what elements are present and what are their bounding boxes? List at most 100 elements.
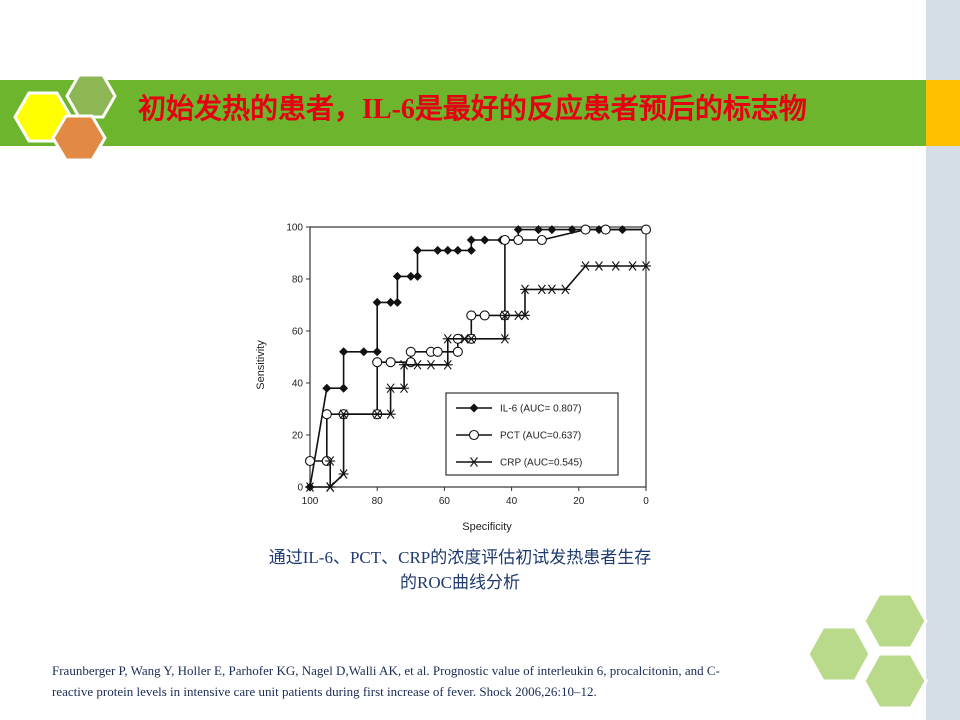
asterisk-stroke [514,310,523,321]
data-point-diamond [413,271,423,281]
data-point-circle [499,234,510,246]
data-point-asterisk [520,310,531,321]
data-point-circle [372,357,383,368]
asterisk-stroke [400,383,409,394]
data-point-asterisk [560,284,571,295]
legend-label: PCT (AUC=0.637) [500,431,581,442]
asterisk-stroke [521,284,529,295]
asterisk-stroke [400,359,409,370]
data-point-diamond [406,271,416,281]
data-point-diamond [466,235,476,245]
data-point-diamond [443,245,453,255]
y-axis-label: Sensitivity [255,340,267,390]
data-point-asterisk [499,310,510,321]
data-point-asterisk [385,409,396,420]
asterisk-stroke [386,383,395,394]
data-point-asterisk [580,261,591,271]
light-green-hexagon [806,625,872,683]
x-tick-label: 100 [302,496,319,507]
data-point-diamond [469,403,479,413]
data-point-diamond [466,245,476,255]
data-point-diamond [513,225,523,235]
data-point-circle [321,409,332,420]
asterisk-stroke [628,261,637,271]
data-point-diamond [322,383,332,393]
data-point-asterisk [399,359,410,370]
data-point-asterisk [338,409,349,420]
citation-line-2: reactive protein levels in intensive car… [52,684,597,699]
data-point-circle [536,234,547,246]
data-point-asterisk [338,469,349,479]
y-tick-label: 60 [292,327,304,338]
y-tick-label: 40 [292,379,304,390]
citation-line-1: Fraunberger P, Wang Y, Holler E, Parhofe… [52,663,720,678]
data-point-circle [452,346,463,357]
data-point-asterisk [610,261,621,271]
light-green-hexagon [862,652,928,710]
y-tick-label: 20 [292,431,304,442]
data-point-circle [580,224,591,235]
asterisk-stroke [561,284,570,295]
title-bar [0,80,926,146]
data-point-asterisk [305,482,315,492]
bottom-right-hexagon-cluster [806,592,928,710]
asterisk-stroke [460,333,469,344]
asterisk-stroke [373,409,382,420]
x-tick-label: 80 [372,496,384,507]
data-point-asterisk [442,359,453,370]
green-hexagon [65,73,117,119]
chart-legend: IL-6 (AUC= 0.807) PCT (AUC=0.637) CRP (AUC… [445,392,619,476]
data-point-circle [513,234,524,246]
data-point-asterisk [641,261,651,271]
asterisk-stroke [413,359,422,370]
title-hexagon-cluster [13,73,117,162]
data-point-asterisk [385,383,396,394]
data-point-circle [479,310,490,321]
data-point-diamond [339,347,349,357]
data-point-circle [600,224,611,235]
x-tick-label: 60 [439,496,451,507]
asterisk-stroke [326,456,335,466]
asterisk-stroke [427,359,435,370]
data-point-diamond [480,235,490,245]
asterisk-stroke [642,261,650,271]
asterisk-stroke [443,359,452,370]
page-title: 初始发热的患者，IL-6是最好的反应患者预后的标志物 [138,94,807,125]
data-point-diamond [386,297,396,307]
data-point-asterisk [372,409,383,420]
y-tick-label: 100 [286,223,303,234]
data-point-circle [405,346,416,357]
asterisk-stroke [339,409,348,420]
data-point-diamond [433,245,443,255]
data-point-asterisk [546,284,557,295]
data-point-asterisk [466,333,477,344]
data-point-asterisk [425,359,436,370]
data-point-circle [466,310,477,321]
data-point-asterisk [325,456,336,466]
legend-label: IL-6 (AUC= 0.807) [500,404,581,415]
data-point-asterisk [536,284,547,295]
figure-caption-line-2: 的ROC曲线分析 [400,573,520,592]
asterisk-stroke [467,333,476,344]
citation: Fraunberger P, Wang Y, Holler E, Parhofe… [52,660,892,702]
data-point-diamond [533,225,543,235]
x-tick-label: 40 [506,496,518,507]
asterisk-stroke [547,284,556,295]
data-point-asterisk [469,457,479,467]
series-line [309,228,646,488]
asterisk-stroke [339,469,348,479]
data-point-asterisk [627,261,638,271]
asterisk-stroke [500,310,509,321]
data-point-circle [640,224,652,235]
asterisk-stroke [500,333,509,344]
asterisk-stroke [537,284,546,295]
asterisk-stroke [386,409,395,420]
asterisk-stroke [326,482,335,492]
asterisk-stroke [443,333,452,344]
data-point-asterisk [399,383,410,394]
x-tick-label: 20 [573,496,585,507]
data-point-asterisk [412,359,423,370]
asterisk-stroke [521,310,529,321]
data-point-diamond [392,297,402,307]
y-tick-label: 80 [292,275,304,286]
